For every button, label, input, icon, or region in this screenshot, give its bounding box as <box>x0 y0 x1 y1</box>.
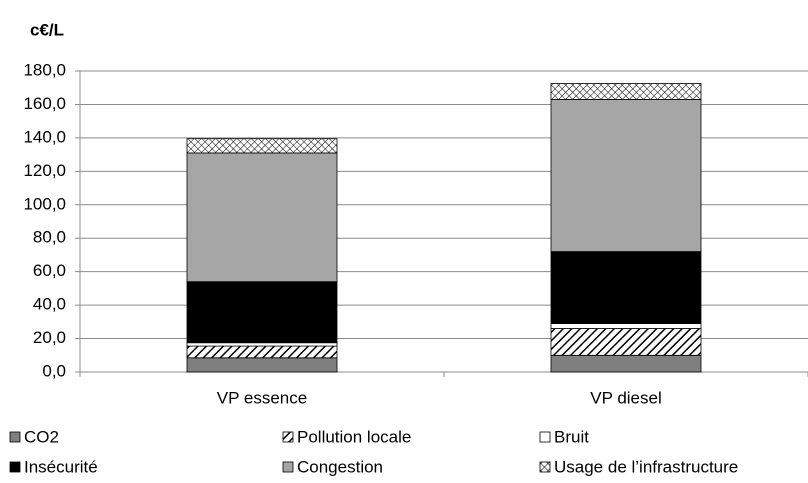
legend-label: Bruit <box>554 427 589 446</box>
bar-segment <box>550 354 702 373</box>
chart-title: c€/L <box>30 20 64 39</box>
legend-label: Insécurité <box>24 457 98 476</box>
bar-segment <box>550 323 702 329</box>
y-tick-label: 40,0 <box>33 295 66 314</box>
y-tick-label: 0,0 <box>42 361 66 380</box>
legend-label: Congestion <box>297 457 383 476</box>
y-tick-label: 100,0 <box>23 194 66 213</box>
y-tick-label: 120,0 <box>23 161 66 180</box>
bar-segment <box>186 357 338 373</box>
bar-segment <box>550 83 702 100</box>
y-tick-label: 60,0 <box>33 261 66 280</box>
bar-segment <box>186 152 338 283</box>
y-tick-label: 20,0 <box>33 328 66 347</box>
legend-swatch <box>9 431 21 443</box>
legend-swatch <box>539 431 551 443</box>
bar-segment <box>550 99 702 253</box>
legend-swatch <box>539 461 551 473</box>
legend-swatch <box>282 431 294 443</box>
y-tick-label: 180,0 <box>23 60 66 79</box>
bar-segment <box>186 342 338 347</box>
y-tick-label: 80,0 <box>33 228 66 247</box>
bar-segment <box>550 251 702 324</box>
bar-segment <box>186 138 338 154</box>
x-tick-label: VP essence <box>217 388 307 407</box>
bar-segment <box>186 281 338 344</box>
legend-swatch <box>282 461 294 473</box>
legend-swatch <box>9 461 21 473</box>
bar-segment <box>186 345 338 359</box>
bar-segment <box>550 328 702 356</box>
y-tick-label: 160,0 <box>23 94 66 113</box>
legend-label: Usage de l’infrastructure <box>554 457 738 476</box>
legend-label: Pollution locale <box>297 427 411 446</box>
x-tick-label: VP diesel <box>590 388 662 407</box>
y-tick-label: 140,0 <box>23 127 66 146</box>
legend-label: CO2 <box>24 427 59 446</box>
